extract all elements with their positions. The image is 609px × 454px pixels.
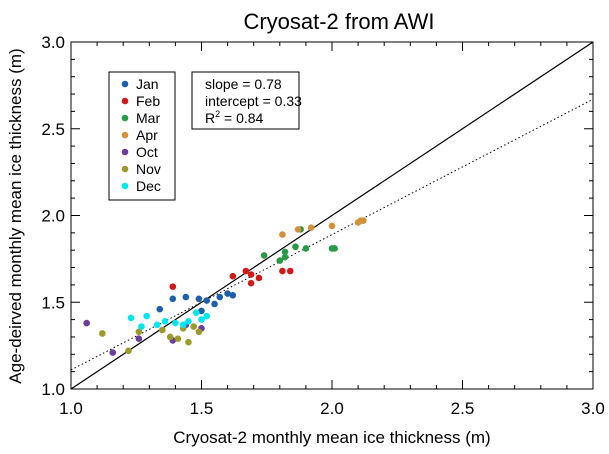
y-tick-label: 1.0: [41, 380, 65, 399]
r-squared-text: R2 = 0.84: [205, 109, 264, 126]
legend-marker-feb: [121, 97, 129, 105]
stats-box-frame: [191, 71, 300, 130]
data-point-dec: [138, 323, 145, 330]
y-tick-label: 3.0: [41, 33, 65, 52]
data-points: [83, 217, 367, 356]
x-tick-label: 2.0: [320, 399, 344, 418]
data-point-mar: [260, 252, 268, 259]
data-point-nov: [125, 347, 132, 355]
data-point-dec: [153, 321, 161, 329]
data-point-dec: [192, 309, 200, 316]
legend-label-dec: Dec: [136, 178, 161, 194]
legend-marker-jan: [121, 80, 129, 88]
data-point-nov: [135, 328, 143, 336]
data-point-mar: [281, 248, 289, 256]
data-point-nov: [174, 335, 182, 342]
data-point-nov: [190, 323, 197, 330]
legend-label-oct: Oct: [136, 144, 158, 160]
data-point-nov: [159, 326, 166, 334]
data-point-jan: [216, 293, 224, 301]
legend-marker-oct: [121, 148, 129, 156]
data-point-feb: [229, 272, 237, 280]
data-point-jan: [169, 295, 177, 303]
data-point-apr: [294, 226, 302, 233]
legend-box: [108, 71, 176, 201]
data-point-feb: [247, 271, 255, 278]
chart-title: Cryosat-2 from AWI: [243, 9, 434, 34]
legend-label-mar: Mar: [136, 110, 160, 126]
data-point-nov: [166, 333, 174, 341]
x-tick-label: 1.0: [59, 399, 83, 418]
data-point-oct: [83, 319, 90, 327]
data-point-jan: [211, 300, 218, 308]
data-point-nov: [99, 330, 106, 337]
data-point-jan: [198, 307, 205, 315]
data-point-dec: [185, 318, 192, 325]
data-point-apr: [307, 224, 315, 231]
data-point-jan: [203, 297, 211, 304]
y-tick-label: 1.5: [41, 293, 65, 312]
data-point-nov: [195, 328, 203, 336]
legend-label-feb: Feb: [136, 93, 160, 109]
reference-lines: [71, 42, 593, 389]
legend-label-apr: Apr: [136, 127, 158, 143]
x-tick-label: 2.5: [451, 399, 475, 418]
data-point-jan: [229, 292, 237, 299]
data-point-jan: [182, 293, 190, 301]
axis-tick-labels: 1.0 1.5 2.0 2.5 3.0 1.0 1.5 2.0 2.5 3.0: [41, 33, 604, 418]
data-point-dec: [172, 319, 179, 327]
r-squared-suffix: = 0.84: [220, 110, 263, 126]
data-point-mar: [302, 245, 310, 252]
y-tick-label: 2.0: [41, 207, 65, 226]
r-squared-prefix: R: [205, 110, 215, 126]
legend-marker-dec: [121, 182, 129, 190]
data-point-nov: [185, 338, 192, 346]
data-point-mar: [331, 245, 338, 252]
data-point-feb: [247, 279, 255, 287]
legend-marker-nov: [121, 165, 129, 173]
x-tick-label: 3.0: [581, 399, 605, 418]
data-point-dec: [203, 312, 211, 320]
data-point-mar: [276, 257, 284, 264]
data-point-jan: [156, 305, 164, 313]
legend-marker-apr: [121, 131, 129, 139]
data-point-feb: [169, 283, 177, 290]
data-point-dec: [198, 316, 205, 323]
y-axis-label: Age-deirved monthly mean ice thickness (…: [6, 48, 25, 383]
axis-ticks: [70, 41, 594, 390]
data-point-feb: [242, 267, 250, 275]
intercept-text: intercept = 0.33: [205, 93, 302, 109]
slope-text: slope = 0.78: [205, 76, 282, 92]
regression-stats-box: slope = 0.78 intercept = 0.33 R2 = 0.84: [191, 71, 302, 130]
data-point-jan: [195, 295, 203, 303]
data-point-apr: [279, 231, 286, 238]
data-point-dec: [143, 312, 150, 320]
legend-label-jan: Jan: [136, 76, 159, 92]
data-point-jan: [224, 290, 231, 297]
data-point-feb: [286, 267, 294, 275]
data-point-mar: [292, 243, 299, 251]
r-squared-superscript: 2: [215, 109, 220, 119]
y-tick-label: 2.5: [41, 120, 65, 139]
data-point-dec: [179, 321, 187, 329]
data-point-oct: [135, 335, 143, 342]
data-point-dec: [127, 314, 135, 322]
data-point-oct: [109, 349, 117, 356]
data-point-apr: [360, 217, 367, 225]
data-point-apr: [328, 222, 336, 230]
data-point-mar: [281, 253, 289, 261]
legend-marker-mar: [121, 114, 129, 122]
data-point-dec: [161, 318, 169, 325]
x-tick-label: 1.5: [190, 399, 214, 418]
legend-label-nov: Nov: [136, 161, 161, 177]
x-axis-label: Cryosat-2 monthly mean ice thickness (m): [173, 428, 490, 447]
data-point-feb: [279, 267, 286, 275]
one-to-one-line: [71, 42, 593, 389]
data-point-feb: [255, 274, 263, 282]
